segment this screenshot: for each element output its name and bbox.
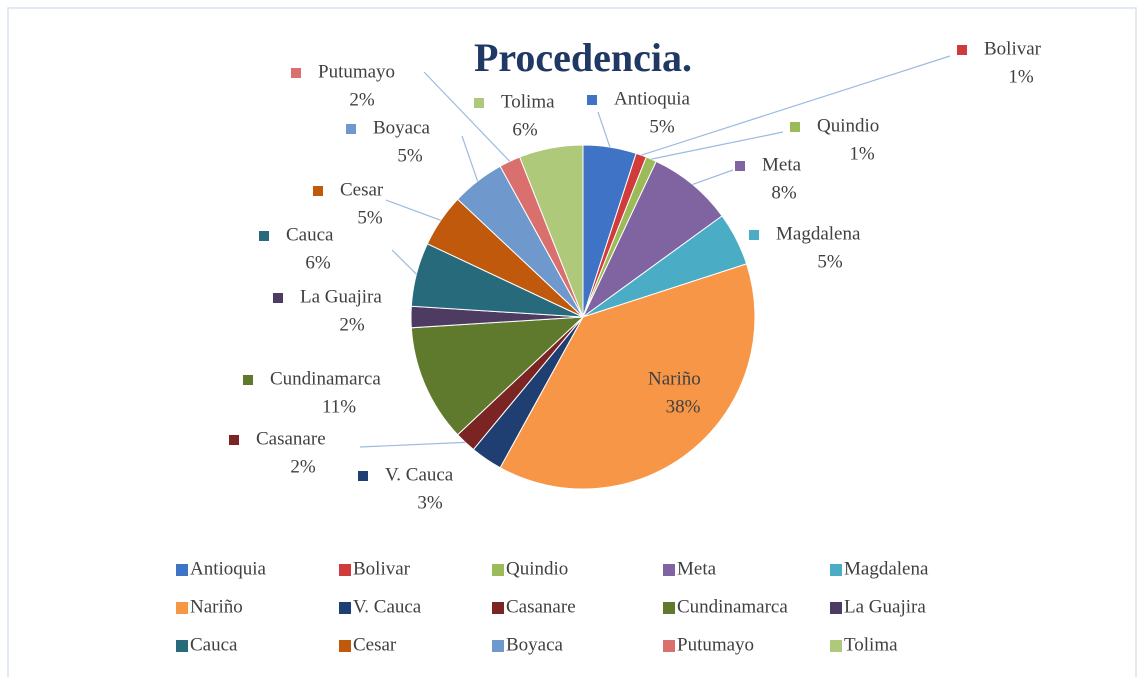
legend-label: Cundinamarca xyxy=(677,596,788,617)
data-label: 11% xyxy=(322,396,356,417)
legend-label: Meta xyxy=(677,558,717,579)
data-label: 8% xyxy=(771,182,797,203)
label-marker xyxy=(587,95,597,105)
legend-swatch xyxy=(339,564,351,576)
legend-label: Bolivar xyxy=(353,558,411,579)
legend-swatch xyxy=(492,640,504,652)
leader-line xyxy=(385,199,441,221)
label-marker xyxy=(259,231,269,241)
legend-swatch xyxy=(663,602,675,614)
legend-swatch xyxy=(176,564,188,576)
label-marker xyxy=(229,435,239,445)
legend-label: Antioquia xyxy=(190,558,267,579)
data-label: 6% xyxy=(305,252,331,273)
data-label-name: Bolivar xyxy=(984,38,1042,59)
legend-label: Magdalena xyxy=(844,558,929,579)
legend-swatch xyxy=(663,564,675,576)
label-marker xyxy=(291,68,301,78)
label-marker xyxy=(957,45,967,55)
label-marker xyxy=(243,375,253,385)
legend-swatch xyxy=(176,640,188,652)
legend-swatch xyxy=(830,564,842,576)
label-marker xyxy=(621,375,631,385)
data-label-name: La Guajira xyxy=(300,286,382,307)
pie-slice xyxy=(410,316,585,436)
data-label: 5% xyxy=(357,207,383,228)
leader-line xyxy=(651,131,784,160)
data-label: 2% xyxy=(349,89,375,110)
data-label-name: Cundinamarca xyxy=(270,368,381,389)
leader-line xyxy=(391,249,417,275)
legend-swatch xyxy=(339,640,351,652)
label-marker xyxy=(735,161,745,171)
chart-title: Procedencia. xyxy=(474,35,692,80)
data-label-name: Antioquia xyxy=(614,88,691,109)
legend-swatch xyxy=(830,602,842,614)
data-label-name: Tolima xyxy=(501,91,555,112)
leader-line xyxy=(359,441,466,448)
legend-label: Boyaca xyxy=(506,634,564,655)
data-label-name: Quindio xyxy=(817,115,879,136)
legend-label: La Guajira xyxy=(844,596,926,617)
legend-label: Nariño xyxy=(190,596,243,617)
legend-label: V. Cauca xyxy=(353,596,422,617)
legend-label: Putumayo xyxy=(677,634,754,655)
legend-swatch xyxy=(492,564,504,576)
data-label: 1% xyxy=(1008,66,1034,87)
label-marker xyxy=(790,122,800,132)
leader-line xyxy=(641,55,951,156)
data-label-name: Boyaca xyxy=(373,117,431,138)
data-label: 6% xyxy=(512,119,538,140)
leader-line xyxy=(461,135,479,182)
legend-swatch xyxy=(176,602,188,614)
leader-line xyxy=(597,111,611,148)
chart-frame xyxy=(7,7,1137,677)
legend-swatch xyxy=(663,640,675,652)
data-label-name: Cesar xyxy=(340,179,384,200)
leader-line xyxy=(423,71,511,162)
data-label-name: Cauca xyxy=(286,224,334,245)
data-label-name: Putumayo xyxy=(318,61,395,82)
data-label: 2% xyxy=(290,456,316,477)
label-marker xyxy=(358,471,368,481)
legend-swatch xyxy=(492,602,504,614)
legend-swatch xyxy=(339,602,351,614)
data-label: 38% xyxy=(666,396,701,417)
data-label: 1% xyxy=(849,143,875,164)
pie-slice xyxy=(519,144,584,318)
label-marker xyxy=(749,230,759,240)
legend-label: Casanare xyxy=(506,596,576,617)
data-label: 5% xyxy=(397,145,423,166)
label-marker xyxy=(474,98,484,108)
label-marker xyxy=(346,124,356,134)
data-label: 2% xyxy=(339,314,365,335)
legend-label: Cesar xyxy=(353,634,397,655)
data-label-name: Nariño xyxy=(648,368,701,389)
data-label: 3% xyxy=(417,492,443,513)
data-label-name: Meta xyxy=(762,154,802,175)
label-marker xyxy=(273,293,283,303)
data-label: 5% xyxy=(649,116,675,137)
label-marker xyxy=(313,186,323,196)
data-label: 5% xyxy=(817,251,843,272)
legend-label: Cauca xyxy=(190,634,238,655)
data-label-name: Magdalena xyxy=(776,223,861,244)
legend-swatch xyxy=(830,640,842,652)
data-label-name: Casanare xyxy=(256,428,326,449)
leader-line xyxy=(692,169,734,186)
legend-label: Tolima xyxy=(844,634,898,655)
data-label-name: V. Cauca xyxy=(385,464,454,485)
legend-label: Quindio xyxy=(506,558,568,579)
